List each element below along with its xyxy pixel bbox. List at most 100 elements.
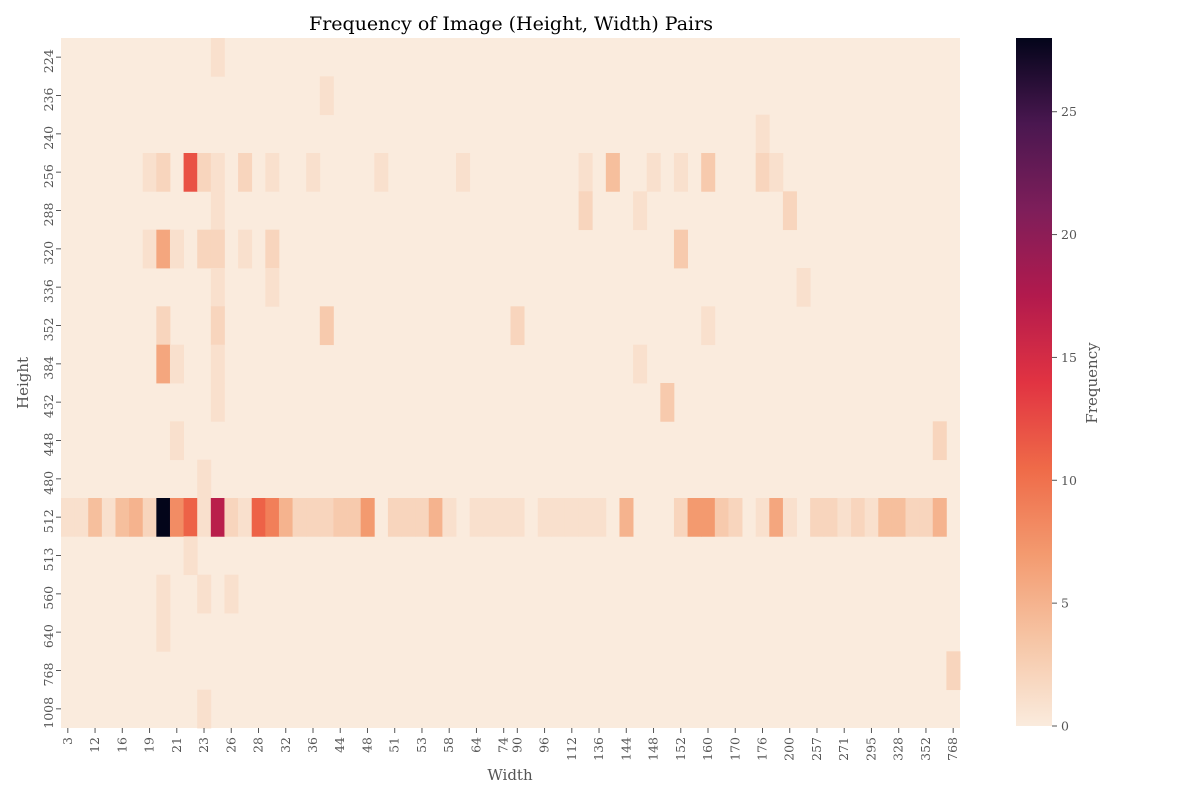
heatmap-cell: [551, 498, 566, 537]
heatmap-cell: [156, 498, 171, 537]
heatmap-cell: [210, 38, 225, 77]
x-tick-label: 176: [754, 737, 769, 761]
heatmap-cell: [265, 153, 280, 192]
heatmap-cell: [319, 76, 334, 116]
x-tick-label: 352: [918, 737, 933, 761]
heatmap-cell: [115, 498, 130, 537]
heatmap-cell: [169, 421, 184, 461]
heatmap-cell: [265, 229, 280, 269]
heatmap-cell: [701, 498, 716, 537]
x-tick-label: 768: [945, 737, 960, 761]
heatmap-cell: [823, 498, 838, 537]
heatmap-cell: [755, 498, 770, 537]
x-tick-label: 74: [496, 737, 511, 753]
heatmap-cell: [769, 498, 784, 537]
heatmap-cell: [169, 229, 184, 269]
x-tick-label: 53: [414, 737, 429, 753]
colorbar: [1016, 38, 1052, 726]
colorbar-tick-label: 20: [1061, 227, 1077, 242]
heatmap-cell: [932, 421, 947, 461]
x-tick-label: 90: [509, 737, 524, 753]
heatmap-cell: [564, 498, 579, 537]
heatmap-cell: [537, 498, 552, 537]
heatmap-cell: [701, 306, 716, 346]
heatmap-cell: [660, 383, 675, 422]
x-tick-label: 170: [727, 737, 742, 761]
x-tick-label: 328: [891, 737, 906, 761]
y-tick-label: 448: [41, 433, 56, 457]
x-tick-label: 21: [169, 737, 184, 753]
heatmap-cell: [387, 498, 402, 537]
heatmap-cell: [673, 229, 688, 269]
heatmap-cell: [197, 498, 212, 537]
heatmap-cell: [578, 191, 593, 231]
y-tick-label: 432: [41, 394, 56, 418]
y-tick-label: 512: [41, 509, 56, 533]
heatmap-cell: [224, 498, 239, 537]
heatmap-cell: [197, 689, 212, 729]
heatmap-cell: [74, 498, 89, 537]
heatmap-cell: [755, 114, 770, 154]
heatmap-cell: [306, 153, 321, 192]
heatmap-cell: [142, 498, 157, 537]
x-tick-label: 26: [223, 737, 238, 753]
heatmap-cell: [932, 498, 947, 537]
colorbar-tick-label: 25: [1061, 104, 1077, 119]
heatmap-cell: [156, 153, 171, 192]
heatmap-cell: [210, 306, 225, 346]
heatmap-cell: [483, 498, 498, 537]
x-tick-label: 64: [468, 737, 483, 753]
heatmap-cell: [510, 498, 525, 537]
heatmap-cell: [728, 498, 743, 537]
y-tick-label: 236: [41, 88, 56, 112]
heatmap-cell: [278, 498, 293, 537]
heatmap-cell: [782, 498, 797, 537]
heatmap-cell: [633, 344, 648, 384]
heatmap-cell: [374, 153, 389, 192]
heatmap-cell: [224, 574, 239, 614]
heatmap-cell: [837, 498, 852, 537]
heatmap-cell: [265, 498, 280, 537]
heatmap-cell: [755, 153, 770, 192]
heatmap-cell: [210, 383, 225, 422]
colorbar-label: Frequency: [1083, 342, 1101, 424]
heatmap-cell: [169, 498, 184, 537]
heatmap-cell: [605, 153, 620, 192]
heatmap-cell: [292, 498, 307, 537]
heatmap-cell: [510, 306, 525, 346]
chart-title: Frequency of Image (Height, Width) Pairs: [309, 13, 713, 35]
heatmap-cell: [156, 574, 171, 614]
x-tick-label: 58: [441, 737, 456, 753]
heatmap-cell: [578, 498, 593, 537]
heatmap-cell: [456, 153, 471, 192]
y-tick-label: 768: [41, 663, 56, 687]
colorbar-tick-label: 15: [1061, 350, 1077, 365]
x-tick-label: 48: [359, 737, 374, 753]
heatmap-cell: [469, 498, 484, 537]
heatmap-cell: [238, 153, 253, 192]
y-tick-label: 513: [41, 548, 56, 572]
y-tick-label: 288: [41, 203, 56, 227]
heatmap-cell: [401, 498, 416, 537]
heatmap-cell: [891, 498, 906, 537]
heatmap-cell: [183, 498, 198, 537]
heatmap-cell: [319, 306, 334, 346]
heatmap-cell: [592, 498, 607, 537]
heatmap-cell: [810, 498, 825, 537]
x-axis-label: Width: [487, 766, 533, 784]
x-tick-label: 295: [863, 737, 878, 761]
heatmap-cell: [169, 344, 184, 384]
heatmap-cell: [210, 268, 225, 307]
heatmap-cell: [428, 498, 443, 537]
x-tick-label: 148: [646, 737, 661, 761]
heatmap-cell: [101, 498, 116, 537]
heatmap-cell: [905, 498, 920, 537]
y-tick-label: 1008: [41, 697, 56, 729]
heatmap-cell: [61, 498, 76, 537]
x-tick-label: 44: [332, 737, 347, 753]
heatmap-cell: [633, 191, 648, 231]
y-tick-label: 320: [41, 241, 56, 265]
x-tick-label: 257: [809, 737, 824, 761]
heatmap-cell: [238, 498, 253, 537]
